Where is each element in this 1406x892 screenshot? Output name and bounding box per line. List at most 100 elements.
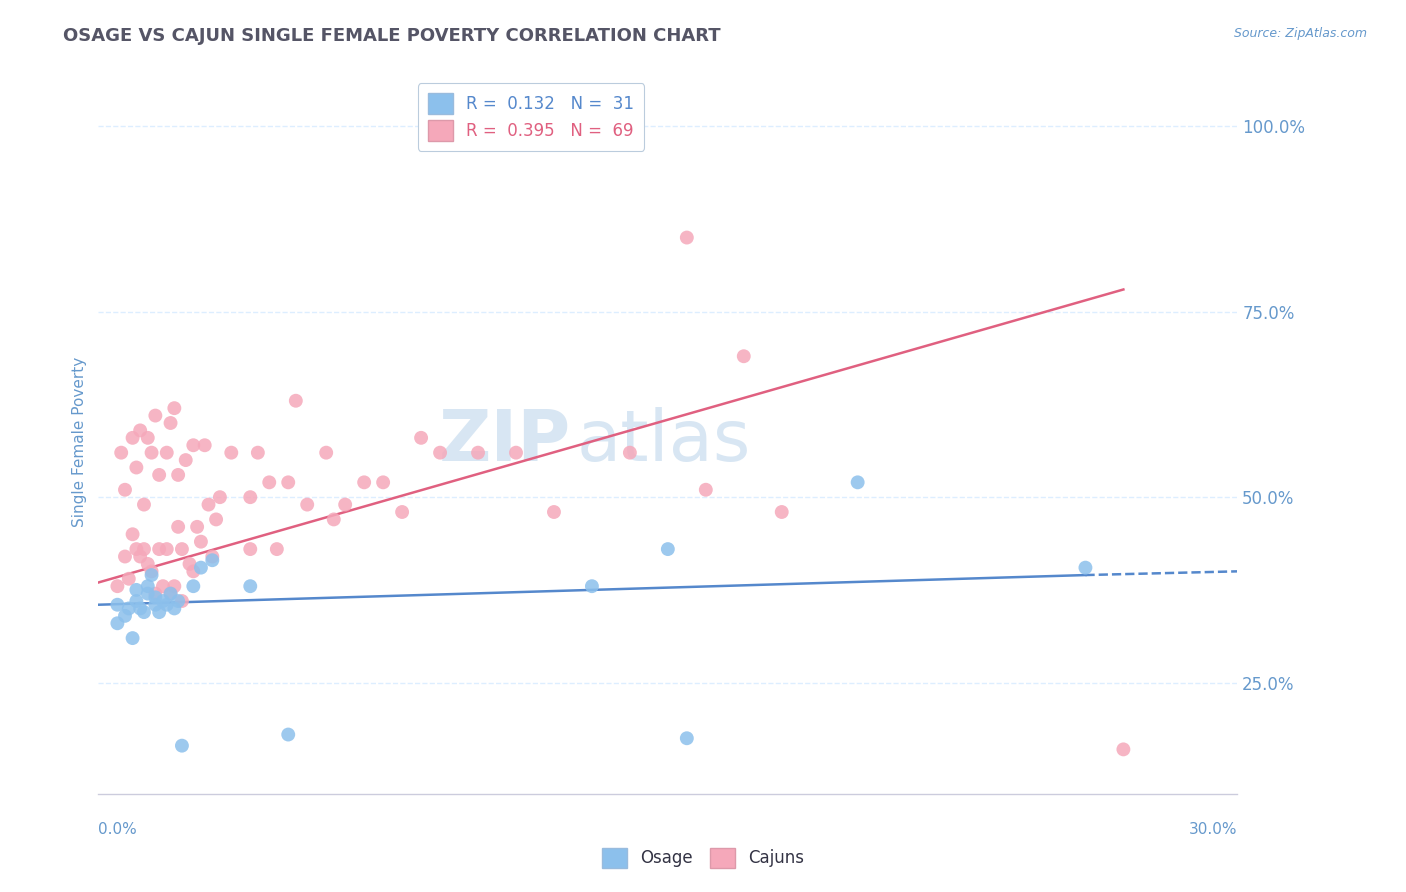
Point: [846, 475, 869, 490]
Point: [107, 616, 129, 631]
Point: [156, 542, 179, 557]
Legend: Osage, Cajuns: Osage, Cajuns: [595, 841, 811, 875]
Point: [118, 601, 141, 615]
Y-axis label: Single Female Poverty: Single Female Poverty: [72, 357, 87, 526]
Point: [170, 739, 193, 753]
Point: [194, 438, 217, 452]
Point: [353, 475, 375, 490]
Point: [619, 445, 641, 459]
Point: [141, 568, 163, 582]
Point: [335, 498, 357, 512]
Point: [239, 579, 262, 593]
Point: [174, 453, 197, 467]
Point: [114, 608, 136, 623]
Point: [467, 445, 489, 459]
Point: [1112, 742, 1135, 756]
Point: [145, 591, 167, 605]
Point: [208, 490, 231, 504]
Point: [201, 549, 224, 564]
Point: [163, 579, 186, 593]
Point: [239, 490, 262, 504]
Point: [125, 594, 148, 608]
Point: [136, 579, 159, 593]
Point: [132, 542, 155, 557]
Point: [205, 512, 228, 526]
Point: [733, 349, 755, 363]
Point: [581, 579, 603, 593]
Point: [110, 445, 132, 459]
Point: [197, 498, 219, 512]
Point: [141, 445, 163, 459]
Point: [284, 393, 307, 408]
Point: [315, 445, 337, 459]
Point: [156, 445, 179, 459]
Point: [1074, 560, 1097, 574]
Point: [695, 483, 717, 497]
Point: [125, 460, 148, 475]
Point: [118, 572, 141, 586]
Point: [391, 505, 413, 519]
Point: [259, 475, 281, 490]
Point: [159, 416, 181, 430]
Point: [429, 445, 451, 459]
Point: [167, 520, 190, 534]
Point: [159, 586, 181, 600]
Point: [183, 565, 205, 579]
Point: [239, 542, 262, 557]
Point: [148, 467, 170, 482]
Point: [190, 560, 212, 574]
Point: [183, 438, 205, 452]
Point: [152, 594, 174, 608]
Point: [163, 401, 186, 416]
Text: 0.0%: 0.0%: [98, 822, 138, 837]
Point: [543, 505, 565, 519]
Point: [186, 520, 208, 534]
Point: [246, 445, 269, 459]
Text: 30.0%: 30.0%: [1189, 822, 1237, 837]
Point: [145, 586, 167, 600]
Point: [183, 579, 205, 593]
Point: [371, 475, 394, 490]
Point: [121, 527, 143, 541]
Point: [145, 598, 167, 612]
Point: [121, 431, 143, 445]
Point: [676, 731, 699, 746]
Point: [145, 409, 167, 423]
Point: [129, 549, 152, 564]
Point: [167, 467, 190, 482]
Point: [179, 557, 201, 571]
Point: [107, 579, 129, 593]
Text: OSAGE VS CAJUN SINGLE FEMALE POVERTY CORRELATION CHART: OSAGE VS CAJUN SINGLE FEMALE POVERTY COR…: [63, 27, 721, 45]
Point: [107, 598, 129, 612]
Point: [505, 445, 527, 459]
Point: [129, 601, 152, 615]
Point: [297, 498, 319, 512]
Point: [152, 579, 174, 593]
Point: [167, 594, 190, 608]
Point: [156, 598, 179, 612]
Point: [148, 542, 170, 557]
Point: [141, 565, 163, 579]
Point: [125, 582, 148, 597]
Point: [136, 586, 159, 600]
Text: atlas: atlas: [576, 407, 751, 476]
Legend: R =  0.132   N =  31, R =  0.395   N =  69: R = 0.132 N = 31, R = 0.395 N = 69: [418, 84, 644, 151]
Point: [114, 549, 136, 564]
Point: [770, 505, 793, 519]
Point: [657, 542, 679, 557]
Point: [676, 230, 699, 244]
Point: [114, 483, 136, 497]
Text: ZIP: ZIP: [439, 407, 571, 476]
Point: [125, 542, 148, 557]
Point: [277, 475, 299, 490]
Text: Source: ZipAtlas.com: Source: ZipAtlas.com: [1233, 27, 1367, 40]
Point: [170, 594, 193, 608]
Point: [411, 431, 433, 445]
Point: [201, 553, 224, 567]
Point: [322, 512, 344, 526]
Point: [129, 424, 152, 438]
Point: [132, 605, 155, 619]
Point: [136, 557, 159, 571]
Point: [277, 727, 299, 741]
Point: [136, 431, 159, 445]
